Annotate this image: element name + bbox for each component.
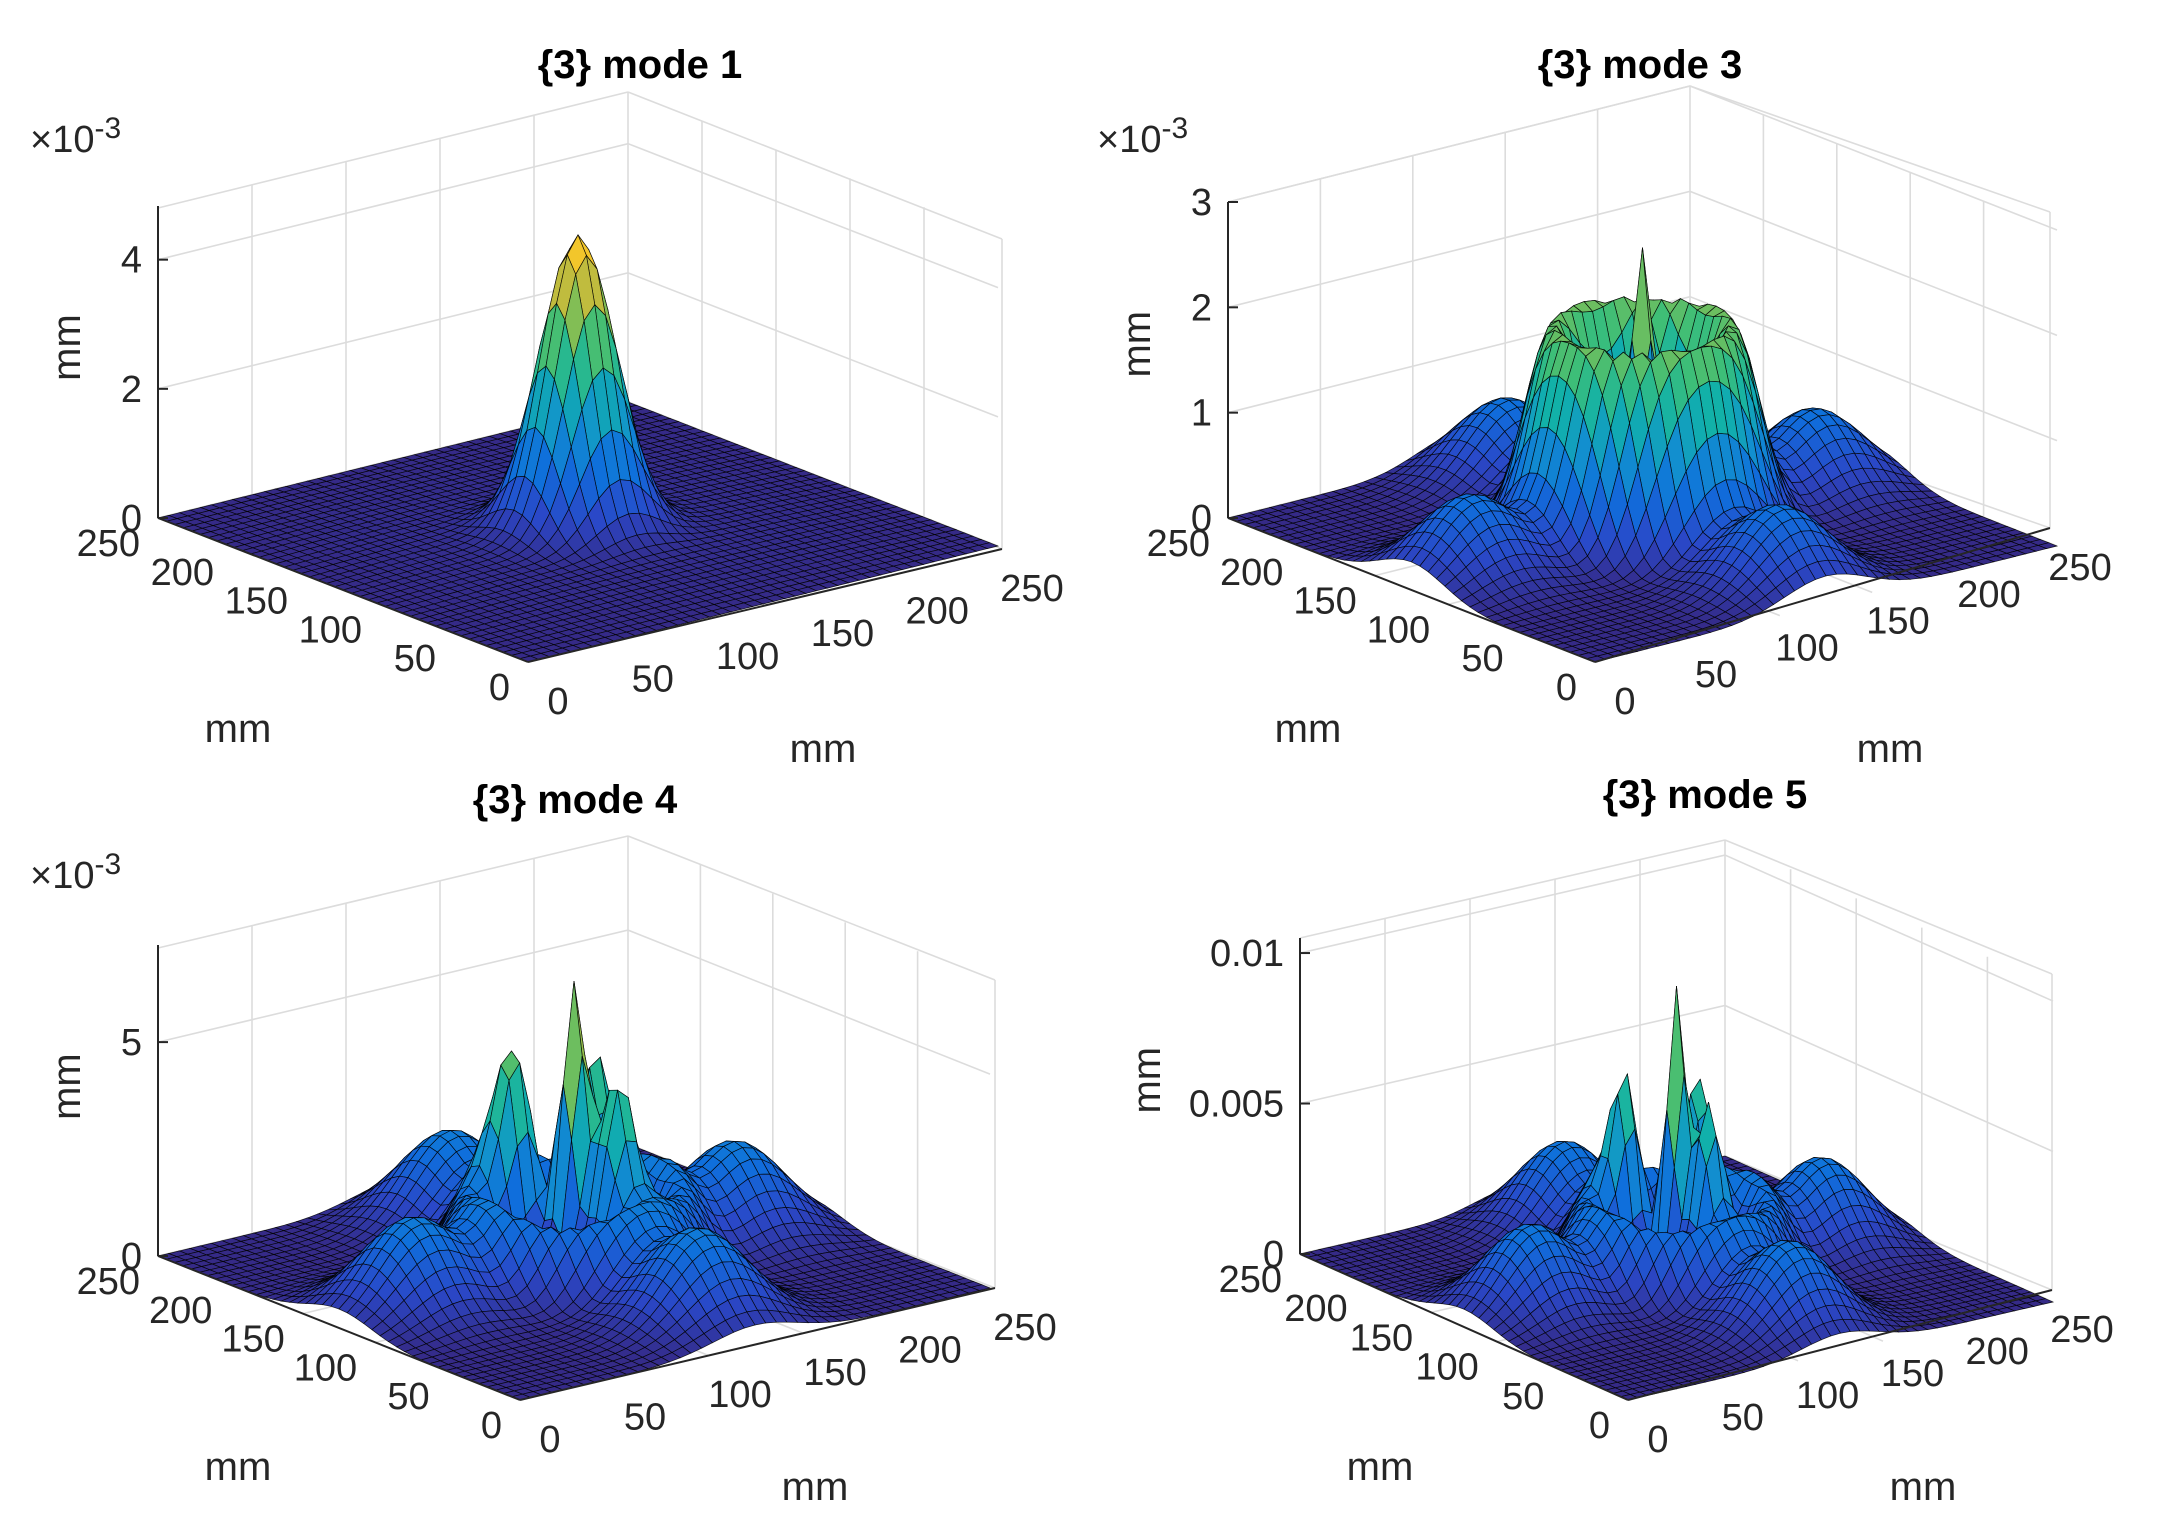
- y-axis-label: mm: [205, 707, 272, 751]
- x-tick-label: 100: [1775, 627, 1838, 669]
- x-tick-label: 200: [1957, 574, 2020, 616]
- grid-line: [627, 835, 996, 981]
- surface-mesh: [156, 234, 1000, 663]
- y-tick-label: 50: [394, 638, 436, 680]
- z-exponent-label: ×10-3: [1097, 112, 1188, 161]
- x-axis-label: mm: [1857, 727, 1924, 771]
- x-tick-label: 200: [905, 591, 968, 633]
- z-tick-label: 0: [1191, 498, 1212, 540]
- y-tick-label: 100: [1367, 609, 1430, 651]
- y-tick-label: 0: [489, 667, 510, 709]
- y-tick-label: 50: [1461, 638, 1503, 680]
- x-tick-label: 0: [1614, 681, 1635, 723]
- grid-line: [1227, 85, 2058, 231]
- x-tick-label: 50: [1695, 654, 1737, 696]
- grid-line: [157, 271, 999, 418]
- y-tick-label: 200: [151, 552, 214, 594]
- z-tick-label: 0: [121, 498, 142, 540]
- chart-title: {3} mode 3: [1538, 43, 1743, 87]
- x-tick-label: 150: [811, 613, 874, 655]
- y-tick-label: 150: [1293, 581, 1356, 623]
- z-tick-label: 4: [121, 240, 142, 282]
- z-tick-label: 1: [1191, 393, 1212, 435]
- grid-line: [157, 835, 629, 949]
- y-axis-label: mm: [1275, 707, 1342, 751]
- x-axis-label: mm: [790, 727, 857, 771]
- z-axis-label: mm: [1115, 311, 1159, 378]
- y-tick-label: 100: [299, 609, 362, 651]
- chart-title: {3} mode 1: [538, 43, 743, 87]
- z-axis-label: mm: [45, 314, 89, 381]
- z-tick-label: 2: [1191, 287, 1212, 329]
- x-tick-label: 0: [547, 681, 568, 723]
- x-tick-label: 250: [1000, 568, 1063, 610]
- x-tick-label: 100: [716, 636, 779, 678]
- grid-line: [1689, 85, 2051, 213]
- grid-line: [157, 91, 629, 209]
- x-tick-label: 150: [1866, 601, 1929, 643]
- x-tick-label: 50: [632, 658, 674, 700]
- x-tick-label: 250: [2048, 547, 2111, 589]
- y-tick-label: 0: [1556, 667, 1577, 709]
- y-tick-label: 200: [1220, 552, 1283, 594]
- z-tick-label: 3: [1191, 182, 1212, 224]
- z-exponent-label: ×10-3: [30, 112, 121, 161]
- y-tick-label: 150: [225, 581, 288, 623]
- grid-line: [157, 142, 999, 289]
- grid-line: [627, 91, 1003, 240]
- z-tick-label: 2: [121, 369, 142, 411]
